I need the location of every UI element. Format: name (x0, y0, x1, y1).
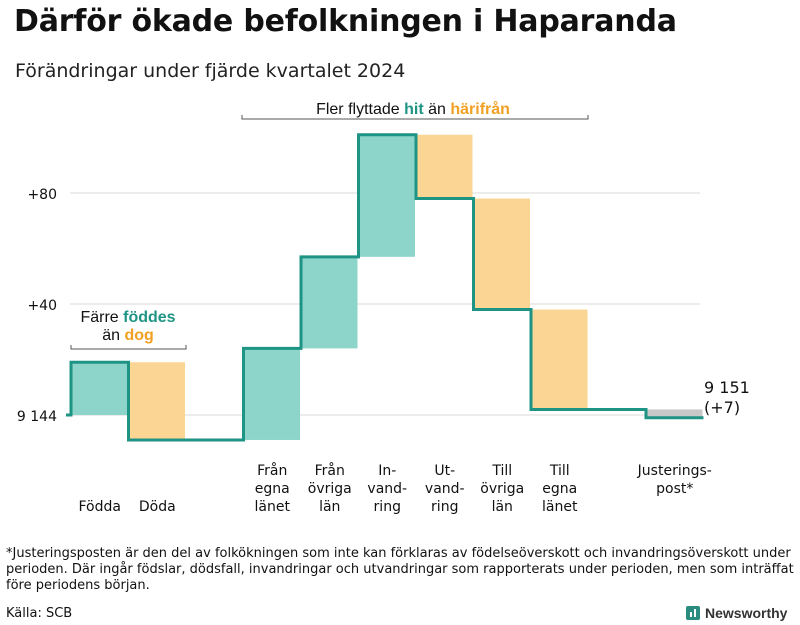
annotation-births-deaths-line: Färre föddes (80, 309, 175, 326)
annotation-births-deaths-line: än dog (102, 327, 154, 344)
category-label: In- (378, 463, 396, 479)
source-label: Källa: SCB (6, 606, 73, 621)
annotation-text-run: Fler flyttade (316, 101, 404, 118)
annotation-bracket (70, 345, 187, 350)
category-label: Justerings- (637, 463, 712, 479)
waterfall-bar-negative (474, 198, 530, 310)
waterfall-bar-negative (417, 134, 473, 199)
category-label: övriga (480, 481, 524, 497)
category-label: egna (542, 481, 577, 497)
category-label: länet (542, 499, 578, 515)
category-label: Från (315, 462, 345, 479)
category-label: post* (656, 481, 693, 497)
annotation-bracket (241, 115, 589, 120)
chart-title: Därför ökade befolkningen i Haparanda (14, 4, 677, 39)
waterfall-bar-negative (532, 309, 588, 410)
category-label: län (319, 499, 340, 515)
category-label: Till (549, 463, 570, 479)
brand[interactable]: Newsworthy (686, 605, 787, 621)
newsworthy-logo-icon (686, 606, 700, 620)
category-label: Från (257, 462, 287, 479)
y-tick-label: 9 144 (17, 409, 57, 425)
annotation-text-run: dog (124, 327, 153, 344)
end-value-label: (+7) (704, 398, 740, 417)
end-value-label: 9 151 (704, 378, 750, 397)
footnote: *Justeringsposten är den del av folkökni… (6, 546, 794, 593)
waterfall-bar-positive (302, 256, 358, 349)
annotation-text-run: hit (404, 101, 424, 118)
category-label: Döda (139, 499, 176, 515)
waterfall-chart: 9 144 +40 +80 Födda Döda Från egna länet Från övr… (17, 100, 750, 515)
waterfall-bar-adjustment (647, 409, 703, 418)
waterfall-bar-positive (244, 348, 300, 440)
category-label: vand- (367, 481, 407, 497)
annotation-migration-line: Fler flyttade hit än härifrån (316, 100, 510, 118)
annotation-text-run: härifrån (450, 100, 510, 118)
category-label: övriga (308, 481, 352, 497)
category-label: ring (374, 499, 401, 515)
waterfall-bar-negative (129, 362, 185, 440)
annotation-text-run: föddes (123, 309, 176, 326)
waterfall-bar-positive (72, 362, 128, 415)
category-label: Till (491, 463, 512, 479)
waterfall-bar-positive (359, 134, 415, 257)
annotation-text-run: Färre (80, 309, 123, 326)
category-label: län (492, 499, 513, 515)
category-label: ring (431, 499, 458, 515)
category-label: länet (255, 499, 291, 515)
y-tick-label: +80 (27, 187, 57, 203)
category-label: egna (255, 481, 290, 497)
chart-subtitle: Förändringar under fjärde kvartalet 2024 (15, 60, 406, 82)
category-label: Ut- (434, 463, 455, 479)
brand-name: Newsworthy (705, 605, 788, 621)
cumulative-step-line (66, 133, 704, 442)
category-label: Födda (79, 499, 121, 515)
y-tick-label: +40 (27, 298, 57, 314)
category-label: vand- (425, 481, 465, 497)
annotation-text-run: än (102, 327, 124, 344)
annotation-text-run: än (424, 101, 451, 118)
